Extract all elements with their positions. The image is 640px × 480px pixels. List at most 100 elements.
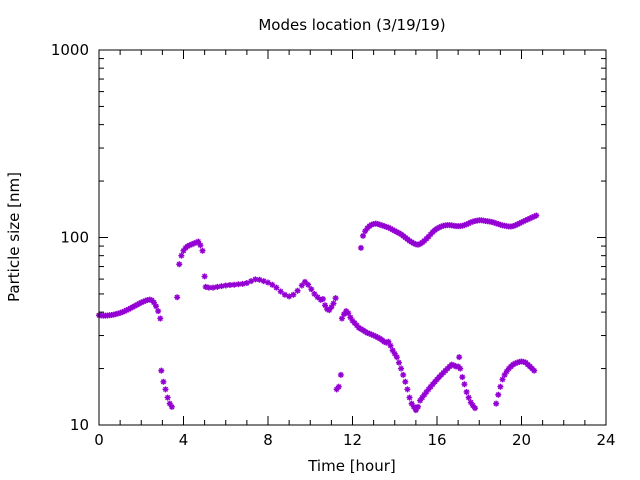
data-point [364,225,371,232]
data-point [389,226,396,233]
data-point [400,371,407,378]
data-point [524,216,531,223]
data-point [448,361,455,368]
data-point [529,214,536,221]
y-tick-label: 10 [70,416,89,434]
data-point [393,354,400,361]
y-tick-label: 1000 [51,41,89,59]
data-point [160,378,167,385]
data-point [434,376,440,383]
data-point [512,222,519,229]
chart-title: Modes location (3/19/19) [258,16,445,34]
data-point [205,284,212,291]
data-point [368,331,375,338]
data-point [188,241,195,248]
data-point [438,223,445,230]
data-point [372,333,379,340]
data-point [398,365,405,372]
data-point [374,334,381,341]
data-point [155,308,162,315]
x-tick-label: 20 [512,431,531,449]
data-point [248,278,255,285]
data-point [317,296,324,303]
data-point [218,283,225,290]
data-point [366,330,373,337]
data-point [195,238,202,245]
data-point [142,297,149,304]
data-point [347,314,354,321]
data-point [379,222,386,229]
data-point [414,241,421,248]
data-point [389,347,396,354]
data-point [531,367,538,374]
data-point [514,221,521,228]
data-point [222,282,229,289]
data-point [335,383,342,390]
data-point [341,311,348,318]
data-point [531,213,538,220]
data-point [273,284,280,291]
data-point [210,284,217,291]
data-point [164,394,171,401]
data-point [260,278,267,285]
data-point [168,403,175,410]
data-point [231,281,238,288]
data-point [202,283,209,290]
data-point [429,381,436,388]
data-point [281,291,288,298]
data-point [383,339,390,346]
x-tick-label: 4 [179,431,189,449]
data-point [364,329,371,336]
data-point [457,365,464,372]
data-point [510,223,517,230]
data-point [459,374,466,381]
data-point [174,294,181,301]
data-point [501,371,508,378]
data-point [408,400,415,407]
data-point [472,405,479,412]
data-point [121,308,128,315]
data-point [117,309,124,316]
data-point [419,394,426,401]
data-point [497,383,504,390]
data-point [381,338,388,345]
data-point [463,221,470,228]
data-point [301,278,308,285]
data-point [381,223,388,230]
data-point [357,244,364,251]
data-point [314,294,321,301]
data-point [391,350,398,357]
data-point [311,290,318,297]
data-point [290,291,297,298]
data-point [456,354,463,361]
data-point [427,231,434,238]
data-point [345,310,352,317]
data-point [176,261,183,268]
data-point [425,386,432,393]
x-tick-label: 24 [596,431,615,449]
data-point [333,386,340,393]
data-point [178,252,185,259]
data-point [119,309,126,316]
data-point [520,218,527,225]
data-point [387,342,394,349]
data-point [526,215,533,222]
data-point [136,300,143,307]
data-point [533,212,540,219]
data-point [463,388,470,395]
data-point [465,220,472,227]
y-tick-labels: 10 100 1000 [51,41,89,434]
data-point [499,376,506,383]
data-point [421,391,428,398]
data-point [269,281,276,288]
data-point [514,359,521,366]
data-point [158,367,165,374]
data-point [235,281,242,288]
data-point [140,298,147,305]
data-point [180,247,187,254]
data-point [370,332,377,339]
data-point [512,360,519,367]
data-point [461,381,468,388]
x-tick-label: 8 [263,431,273,449]
data-point [503,368,510,375]
